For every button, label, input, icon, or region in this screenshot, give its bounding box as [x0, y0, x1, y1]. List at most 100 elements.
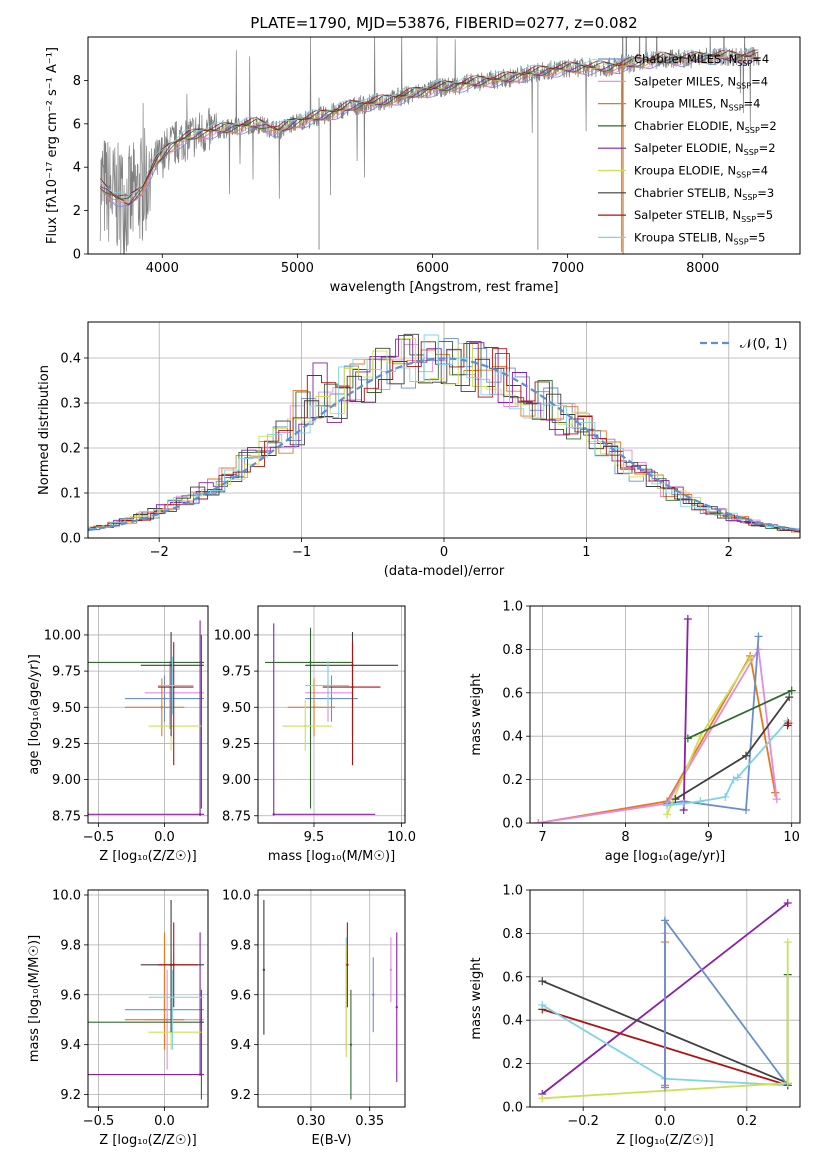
plot-frame — [257, 605, 406, 824]
point-chabrier_elodie — [200, 661, 203, 664]
x-tick-label: 2 — [725, 545, 733, 560]
point-salpeter_elodie — [198, 1073, 202, 1076]
y-tick-label: 9.8 — [60, 938, 81, 953]
legend-text-part: =4 — [752, 52, 769, 66]
x-tick-label: −0.2 — [567, 1114, 599, 1129]
x-axis-label: Z [log₁₀(Z/Z☉)] — [616, 1133, 713, 1148]
plot-frame — [87, 321, 801, 539]
y-tick-label: 0.0 — [502, 1101, 523, 1116]
point-salpeter_miles — [168, 691, 171, 694]
y-tick-label: 10.0 — [52, 888, 81, 903]
legend-label-kroupa_miles: Kroupa MILES, NSSP=4 — [634, 97, 760, 113]
histogram-salpeter_stelib — [88, 341, 800, 532]
point-kroupa_stelib — [171, 684, 174, 687]
x-axis-label: Z [log₁₀(Z/Z☉)] — [99, 1133, 196, 1148]
point-salpeter_stelib — [351, 685, 354, 689]
plot-frame — [87, 889, 209, 1108]
legend-text-part: SSP — [729, 104, 744, 113]
weight-marker-kroupa_stelib — [679, 799, 688, 808]
weight-marker-salpeter_stelib — [784, 719, 793, 728]
y-tick-label: 8.75 — [52, 809, 81, 824]
point-kroupa_elodie — [345, 1006, 348, 1009]
weight-marker-kroupa_stelib — [733, 773, 742, 782]
weight-marker-kroupa_stelib — [729, 775, 738, 784]
weight-marker-kroupa_elodie — [783, 1079, 792, 1088]
mass_vs_z-panel: −0.5 0.0 9.2 9.4 9.6 9.8 10.0 Z [log₁₀(Z/Z☉)] ma… — [27, 888, 209, 1148]
y-tick-label: 0.6 — [502, 686, 523, 701]
point-salpeter_elodie — [272, 813, 275, 816]
legend-label-gaussian: 𝒩(0, 1) — [740, 337, 787, 352]
y-tick-label: 9.75 — [52, 665, 81, 680]
x-tick-label: 6000 — [416, 261, 449, 276]
y-tick-label: 0 — [73, 248, 81, 263]
y-tick-label: 9.50 — [222, 701, 251, 716]
legend-text-part: Salpeter MILES, N — [634, 74, 736, 88]
weight-marker-kroupa_elodie — [663, 810, 672, 819]
point-chabrier_miles — [330, 697, 333, 700]
y-tick-label: 0.4 — [60, 352, 81, 367]
weight-marker-chabrier_stelib — [671, 795, 680, 804]
weight-line-chabrier_miles — [664, 917, 789, 1088]
legend-text-part: =4 — [744, 97, 761, 111]
y-tick-label: 8.75 — [222, 809, 251, 824]
x-tick-label: 9 — [704, 830, 712, 845]
y-tick-label: 8 — [73, 74, 81, 89]
x-tick-label: −0.5 — [83, 1114, 115, 1129]
histogram-kroupa_stelib — [88, 334, 800, 531]
x-axis-label: wavelength [Angstrom, rest frame] — [330, 280, 559, 295]
y-axis-label: age [log₁₀(age/yr)] — [27, 654, 42, 775]
x-tick-label: 0 — [440, 545, 448, 560]
y-tick-label: 9.50 — [52, 701, 81, 716]
legend-label-chabrier_elodie: Chabrier ELODIE, NSSP=2 — [634, 119, 777, 135]
point-chabrier_elodie — [309, 661, 312, 664]
x-tick-label: 1 — [582, 545, 590, 560]
x-axis-label: age [log₁₀(age/yr)] — [605, 849, 726, 864]
x-tick-label: 7000 — [551, 261, 584, 276]
spectrum-plot-area — [99, 37, 760, 254]
y-tick-label: 9.6 — [230, 988, 251, 1003]
y-tick-label: 0.2 — [502, 1057, 523, 1072]
weight-marker-salpeter_miles — [534, 819, 543, 823]
weight-marker-chabrier_stelib — [785, 693, 794, 702]
legend-text-part: Chabrier MILES, N — [634, 52, 737, 66]
legend-text-part: Chabrier ELODIE, N — [634, 119, 745, 133]
y-tick-label: 10.00 — [44, 628, 81, 643]
point-kroupa_stelib — [171, 996, 174, 999]
legend-text-part: SSP — [737, 59, 752, 68]
legend-label-kroupa_elodie: Kroupa ELODIE, NSSP=4 — [634, 164, 768, 180]
y-axis-label: Normed distribution — [37, 365, 52, 495]
gaussian-curve — [88, 357, 798, 532]
y-tick-label: 9.6 — [60, 988, 81, 1003]
legend-text-part: SSP — [734, 237, 749, 246]
y-tick-label: 9.75 — [222, 665, 251, 680]
y-tick-label: 9.4 — [60, 1038, 81, 1053]
model-spectrum-salpeter_stelib — [99, 49, 759, 197]
point-kroupa_miles — [160, 706, 164, 709]
chart-title: PLATE=1790, MJD=53876, FIBERID=0277, z=0… — [250, 14, 637, 32]
y-tick-label: 2 — [73, 204, 81, 219]
x-tick-label: 10 — [783, 830, 800, 845]
residuals-panel: −2 −1 0 1 2 0.0 0.1 0.2 0.3 0.4 (data-model)/error… — [37, 321, 801, 579]
weight-marker-kroupa_elodie — [538, 1094, 547, 1103]
y-tick-label: 0.1 — [60, 487, 81, 502]
x-axis-label: E(B-V) — [311, 1133, 351, 1148]
y-tick-label: 0.4 — [502, 1014, 523, 1029]
y-tick-label: 9.25 — [222, 737, 251, 752]
legend-text-part: SSP — [742, 193, 757, 202]
legend-text-part: Salpeter STELIB, N — [634, 208, 741, 222]
y-tick-label: 1.0 — [502, 884, 523, 899]
legend-text-part: Kroupa MILES, N — [634, 97, 729, 111]
plot-frame — [257, 889, 406, 1108]
legend-text-part: SSP — [736, 81, 751, 90]
x-tick-label: 4000 — [146, 261, 179, 276]
legend-text-part: =4 — [751, 74, 768, 88]
point-salpeter_miles — [389, 968, 393, 972]
model-spectrum-kroupa_stelib — [99, 48, 759, 196]
y-axis-label: Flux [fλ10⁻¹⁷ erg cm⁻² s⁻¹ A⁻¹] — [45, 47, 60, 244]
residuals-plot-area — [88, 333, 800, 533]
mass_vs_ebv-plot-area — [262, 899, 398, 1100]
histogram-salpeter_elodie — [88, 335, 800, 533]
plot-frame — [87, 36, 801, 255]
